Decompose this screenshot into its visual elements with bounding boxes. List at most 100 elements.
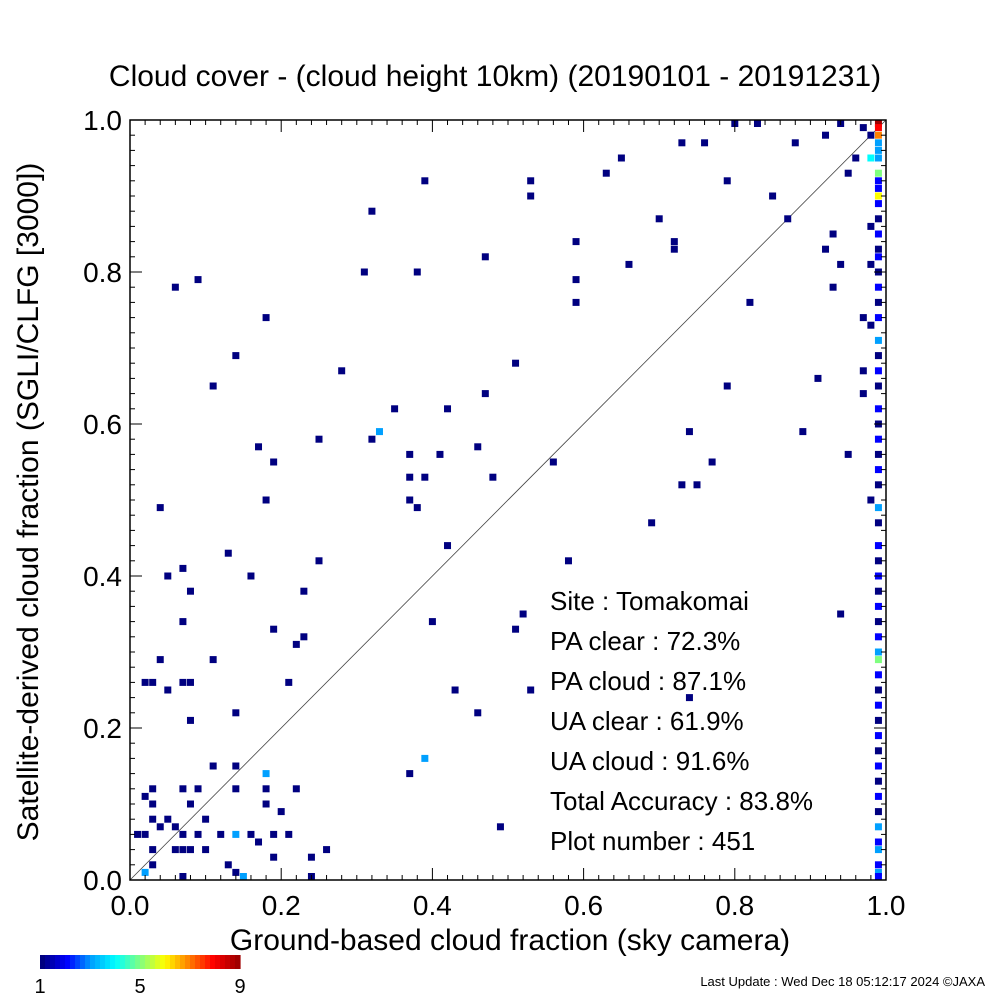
data-cell xyxy=(202,846,210,854)
data-cell xyxy=(874,732,882,740)
colorbar-segment xyxy=(170,955,176,969)
data-cell xyxy=(300,587,308,595)
data-cell xyxy=(844,169,852,177)
colorbar-segment xyxy=(120,955,126,969)
data-cell xyxy=(149,846,157,854)
data-cell xyxy=(874,504,882,512)
colorbar-segment xyxy=(230,955,236,969)
data-cell xyxy=(723,382,731,390)
data-cell xyxy=(837,610,845,618)
data-cell xyxy=(874,701,882,709)
last-update-text: Last Update : Wed Dec 18 05:12:17 2024 ©… xyxy=(700,974,985,989)
colorbar-segment xyxy=(95,955,101,969)
data-cell xyxy=(474,709,482,717)
data-cell xyxy=(874,283,882,291)
colorbar-segment xyxy=(190,955,196,969)
data-cell xyxy=(874,336,882,344)
colorbar-segment xyxy=(80,955,86,969)
colorbar-segment xyxy=(50,955,56,969)
data-cell xyxy=(874,253,882,261)
data-cell xyxy=(874,481,882,489)
colorbar-segment xyxy=(180,955,186,969)
data-cell xyxy=(617,154,625,162)
data-cell xyxy=(874,542,882,550)
data-cell xyxy=(527,177,535,185)
data-cell xyxy=(867,321,875,329)
data-cell xyxy=(232,830,240,838)
data-cell xyxy=(149,800,157,808)
data-cell xyxy=(444,542,452,550)
data-cell xyxy=(262,314,270,322)
data-cell xyxy=(194,276,202,284)
data-cell xyxy=(232,762,240,770)
data-cell xyxy=(474,443,482,451)
data-cell xyxy=(368,435,376,443)
data-cell xyxy=(874,382,882,390)
data-cell xyxy=(874,838,882,846)
colorbar-tick-label: 1 xyxy=(34,976,45,998)
data-cell xyxy=(338,367,346,375)
stat-line: Total Accuracy : 83.8% xyxy=(550,786,813,816)
data-cell xyxy=(315,435,323,443)
data-cell xyxy=(867,222,875,230)
data-cell xyxy=(874,131,882,139)
data-cell xyxy=(874,298,882,306)
data-cell xyxy=(406,450,414,458)
data-cell xyxy=(292,640,300,648)
data-cell xyxy=(421,473,429,481)
colorbar-segment xyxy=(145,955,151,969)
data-cell xyxy=(874,868,882,876)
data-cell xyxy=(874,435,882,443)
data-cell xyxy=(202,815,210,823)
data-cell xyxy=(572,238,580,246)
data-cell xyxy=(179,678,187,686)
data-cell xyxy=(829,230,837,238)
data-cell xyxy=(481,390,489,398)
y-tick-label: 0.0 xyxy=(83,865,122,896)
data-cell xyxy=(874,873,882,880)
colorbar-segment xyxy=(105,955,111,969)
data-cell xyxy=(413,268,421,276)
data-cell xyxy=(141,868,149,876)
x-tick-label: 0.0 xyxy=(111,890,150,921)
data-cell xyxy=(874,146,882,154)
data-cell xyxy=(489,473,497,481)
data-cell xyxy=(421,177,429,185)
data-cell xyxy=(247,830,255,838)
colorbar-segment xyxy=(185,955,191,969)
data-cell xyxy=(799,428,807,436)
data-cell xyxy=(874,716,882,724)
data-cell xyxy=(874,230,882,238)
colorbar-segment xyxy=(65,955,71,969)
colorbar-segment xyxy=(70,955,76,969)
data-cell xyxy=(753,120,761,127)
x-axis-label: Ground-based cloud fraction (sky camera) xyxy=(230,924,790,957)
data-cell xyxy=(874,466,882,474)
data-cell xyxy=(685,694,693,702)
data-cell xyxy=(874,200,882,208)
data-cell xyxy=(406,770,414,778)
data-cell xyxy=(186,587,194,595)
y-tick-label: 0.2 xyxy=(83,713,122,744)
data-cell xyxy=(685,428,693,436)
data-cell xyxy=(239,873,247,880)
data-cell xyxy=(564,557,572,565)
data-cell xyxy=(285,678,293,686)
data-cell xyxy=(224,861,232,869)
data-cell xyxy=(602,169,610,177)
diagonal-reference-line xyxy=(129,119,887,881)
colorbar: 1 5 9 xyxy=(34,955,246,998)
stat-line: PA clear : 72.3% xyxy=(550,626,740,656)
data-cell xyxy=(874,557,882,565)
colorbar-segment xyxy=(210,955,216,969)
x-tick-label: 0.8 xyxy=(715,890,754,921)
data-cell xyxy=(859,124,867,132)
stat-line: Plot number : 451 xyxy=(550,826,755,856)
y-tick-label: 0.4 xyxy=(83,561,122,592)
data-cell xyxy=(164,572,172,580)
data-cell xyxy=(232,785,240,793)
data-cell xyxy=(874,633,882,641)
data-cell xyxy=(527,686,535,694)
data-cell xyxy=(224,549,232,557)
